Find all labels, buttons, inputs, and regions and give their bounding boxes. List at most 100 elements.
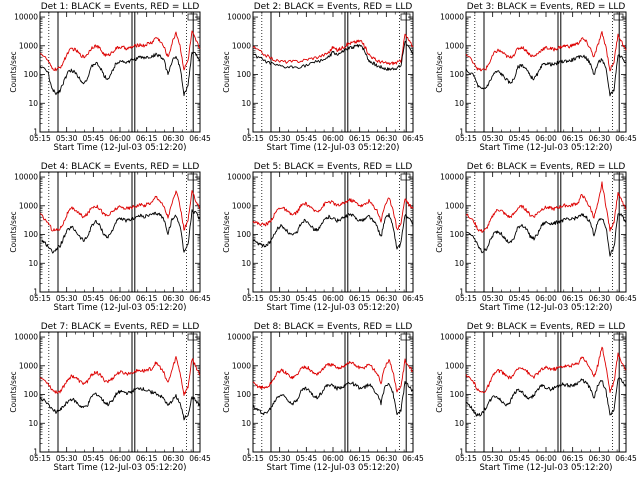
y-tick-label: 10 bbox=[454, 259, 464, 268]
x-tick-label: 06:00 bbox=[535, 294, 557, 303]
series-events-line bbox=[465, 213, 627, 257]
x-axis-label: Start Time (12-Jul-03 05:12:20) bbox=[267, 463, 400, 473]
x-tick-label: 06:15 bbox=[349, 134, 371, 143]
series-lld-line bbox=[252, 358, 414, 393]
y-tick-label: 100 bbox=[24, 230, 39, 239]
x-tick-label: 06:30 bbox=[589, 454, 611, 463]
y-tick-label: 100 bbox=[237, 390, 252, 399]
y-tick-label: 100 bbox=[24, 390, 39, 399]
y-tick-label: 10000 bbox=[227, 13, 251, 22]
x-tick-label: 06:15 bbox=[562, 454, 584, 463]
y-tick-label: 10 bbox=[28, 419, 38, 428]
x-tick-label: 06:45 bbox=[402, 294, 424, 303]
panel-title: Det 9: BLACK = Events, RED = LLD bbox=[467, 322, 626, 332]
plot-frame bbox=[465, 331, 627, 453]
y-tick-label: 1 bbox=[246, 128, 251, 137]
y-tick-label: 1000 bbox=[19, 201, 38, 210]
y-tick-label: 100 bbox=[450, 70, 465, 79]
y-tick-label: 10 bbox=[454, 419, 464, 428]
panel-title: Det 6: BLACK = Events, RED = LLD bbox=[467, 162, 626, 172]
y-axis-label: Counts/sec bbox=[435, 211, 444, 252]
y-tick-label: 100 bbox=[237, 230, 252, 239]
panel-det-1: Det 1: BLACK = Events, RED = LLD 1 10 100 10… bbox=[9, 2, 211, 153]
y-tick-label: 10000 bbox=[440, 173, 464, 182]
y-axis-label: Counts/sec bbox=[222, 211, 231, 252]
plot-frame bbox=[252, 331, 414, 453]
series-events-line bbox=[41, 209, 201, 254]
y-axis-label: Counts/sec bbox=[435, 371, 444, 412]
x-tick-label: 05:30 bbox=[56, 134, 78, 143]
y-tick-label: 10 bbox=[28, 99, 38, 108]
x-tick-label: 06:15 bbox=[136, 294, 158, 303]
y-tick-label: 1000 bbox=[232, 361, 251, 370]
y-tick-label: 1 bbox=[246, 288, 251, 297]
y-tick-label: 10 bbox=[454, 99, 464, 108]
x-axis-label: Start Time (12-Jul-03 05:12:20) bbox=[480, 303, 613, 313]
panels-group: Det 1: BLACK = Events, RED = LLD11010010… bbox=[9, 2, 637, 473]
series-events-line bbox=[252, 380, 414, 416]
x-tick-label: 05:15 bbox=[242, 454, 264, 463]
y-tick-label: 1000 bbox=[445, 361, 464, 370]
panel-title: Det 2: BLACK = Events, RED = LLD bbox=[254, 2, 413, 12]
x-tick-label: 05:45 bbox=[83, 294, 105, 303]
y-tick-label: 1000 bbox=[232, 201, 251, 210]
y-axis-label: Counts/sec bbox=[435, 51, 444, 92]
x-tick-label: 06:30 bbox=[376, 454, 398, 463]
x-tick-label: 06:00 bbox=[322, 294, 344, 303]
series-events-line bbox=[39, 51, 200, 97]
x-tick-label: 06:30 bbox=[163, 134, 185, 143]
y-axis-label: Counts/sec bbox=[9, 371, 18, 412]
panel-title: Det 5: BLACK = Events, RED = LLD bbox=[254, 162, 413, 172]
panel-det-9: Det 9: BLACK = Events, RED = LLD 1 10 100 10… bbox=[435, 322, 637, 473]
y-tick-label: 10000 bbox=[440, 13, 464, 22]
x-tick-label: 05:45 bbox=[296, 294, 318, 303]
y-tick-label: 1 bbox=[459, 288, 464, 297]
panel-title: Det 1: BLACK = Events, RED = LLD bbox=[41, 2, 200, 12]
y-axis-label: Counts/sec bbox=[222, 51, 231, 92]
x-tick-label: 05:45 bbox=[509, 454, 531, 463]
x-tick-label: 05:15 bbox=[455, 134, 477, 143]
series-events-line bbox=[252, 212, 414, 250]
y-axis-label: Counts/sec bbox=[9, 51, 18, 92]
x-tick-label: 06:45 bbox=[189, 134, 211, 143]
x-tick-label: 06:45 bbox=[189, 294, 211, 303]
x-tick-label: 05:15 bbox=[29, 294, 51, 303]
x-tick-label: 05:30 bbox=[482, 294, 504, 303]
x-tick-label: 05:30 bbox=[269, 134, 291, 143]
y-tick-label: 10000 bbox=[14, 173, 38, 182]
x-tick-label: 05:45 bbox=[83, 134, 105, 143]
y-tick-label: 10000 bbox=[14, 333, 38, 342]
series-lld-line bbox=[39, 30, 201, 72]
x-tick-label: 06:30 bbox=[163, 294, 185, 303]
x-tick-label: 05:30 bbox=[482, 134, 504, 143]
x-axis-label: Start Time (12-Jul-03 05:12:20) bbox=[480, 143, 613, 153]
x-tick-label: 05:45 bbox=[509, 294, 531, 303]
x-tick-label: 06:30 bbox=[589, 134, 611, 143]
y-tick-label: 1 bbox=[246, 448, 251, 457]
y-tick-label: 100 bbox=[450, 390, 465, 399]
x-tick-label: 06:00 bbox=[322, 134, 344, 143]
x-tick-label: 05:45 bbox=[83, 454, 105, 463]
plot-frame bbox=[39, 11, 201, 133]
panel-det-8: Det 8: BLACK = Events, RED = LLD 1 10 100 10… bbox=[222, 322, 424, 473]
x-tick-label: 06:15 bbox=[136, 134, 158, 143]
plot-frame bbox=[252, 11, 414, 133]
x-tick-label: 06:30 bbox=[376, 134, 398, 143]
series-events-line bbox=[465, 377, 627, 417]
x-tick-label: 06:15 bbox=[349, 454, 371, 463]
x-tick-label: 06:00 bbox=[535, 454, 557, 463]
x-tick-label: 06:00 bbox=[109, 294, 131, 303]
y-tick-label: 10000 bbox=[440, 333, 464, 342]
y-tick-label: 1 bbox=[459, 448, 464, 457]
series-lld-line bbox=[39, 356, 201, 396]
x-tick-label: 05:45 bbox=[509, 134, 531, 143]
x-tick-label: 06:45 bbox=[615, 134, 637, 143]
series-lld-line bbox=[465, 181, 627, 233]
x-tick-label: 05:15 bbox=[29, 454, 51, 463]
y-tick-label: 100 bbox=[450, 230, 465, 239]
x-tick-label: 05:30 bbox=[56, 454, 78, 463]
x-tick-label: 06:45 bbox=[615, 294, 637, 303]
x-tick-label: 06:45 bbox=[615, 454, 637, 463]
series-lld-line bbox=[39, 190, 201, 232]
